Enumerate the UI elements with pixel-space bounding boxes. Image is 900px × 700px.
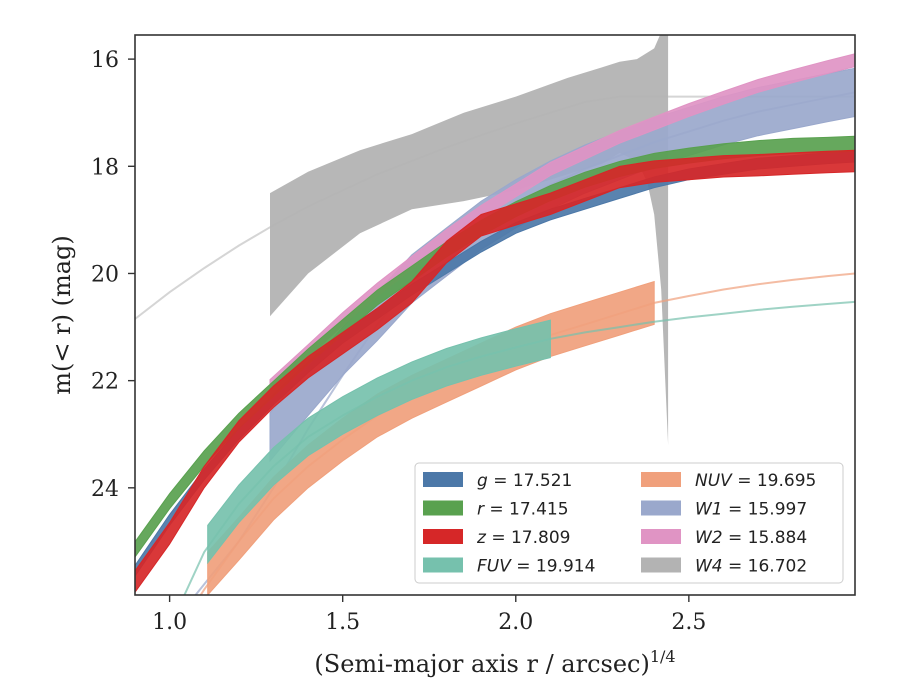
legend-label-z: z = 17.809 [476, 528, 570, 548]
x-tick-label: 1.5 [325, 610, 360, 635]
y-tick-label: 24 [91, 477, 119, 502]
x-tick-label: 2.0 [498, 610, 533, 635]
legend-label-w4: W4 = 16.702 [695, 557, 807, 577]
legend-label-g: g = 17.521 [477, 471, 572, 491]
x-axis-title-main: (Semi-major axis r / arcsec) [314, 650, 649, 678]
x-tick-label: 1.0 [152, 610, 187, 635]
fuv-band [207, 319, 551, 565]
x-axis-title-superscript: 1/4 [650, 647, 676, 666]
legend-swatch-r [423, 500, 463, 516]
legend-swatch-w1 [641, 500, 681, 516]
legend-swatch-w4 [641, 557, 681, 573]
y-tick-label: 16 [91, 48, 119, 73]
x-axis-title: (Semi-major axis r / arcsec)1/4 [314, 647, 675, 678]
legend-label-r: r = 17.415 [477, 500, 569, 520]
y-tick-label: 20 [91, 262, 119, 287]
y-tick-label: 22 [91, 370, 119, 395]
legend-swatch-fuv [423, 557, 463, 573]
legend-label-fuv: FUV = 19.914 [477, 557, 595, 577]
x-tick-label: 2.5 [671, 610, 706, 635]
legend-frame [414, 462, 844, 584]
legend-swatch-z [423, 529, 463, 544]
legend-label-nuv: NUV = 19.695 [695, 471, 816, 491]
legend: g = 17.521 r = 17.415 z = 17.809 FUV = 19.9… [414, 462, 844, 584]
z-band [135, 149, 855, 594]
w1-band [269, 67, 855, 463]
legend-swatch-nuv [641, 472, 681, 487]
legend-swatch-g [423, 472, 463, 487]
legend-label-w2: W2 = 15.884 [695, 528, 807, 548]
y-tick-label: 18 [91, 155, 119, 180]
legend-label-w1: W1 = 15.997 [695, 500, 807, 520]
plot-frame [134, 34, 856, 596]
y-axis-title: m(< r) (mag) [48, 235, 76, 394]
legend-swatch-w2 [641, 529, 681, 544]
data-layer [135, 35, 855, 595]
w4-band [270, 35, 669, 445]
axes-layer: 1.0 1.5 2.0 2.5 16 18 20 22 24 [91, 48, 706, 635]
